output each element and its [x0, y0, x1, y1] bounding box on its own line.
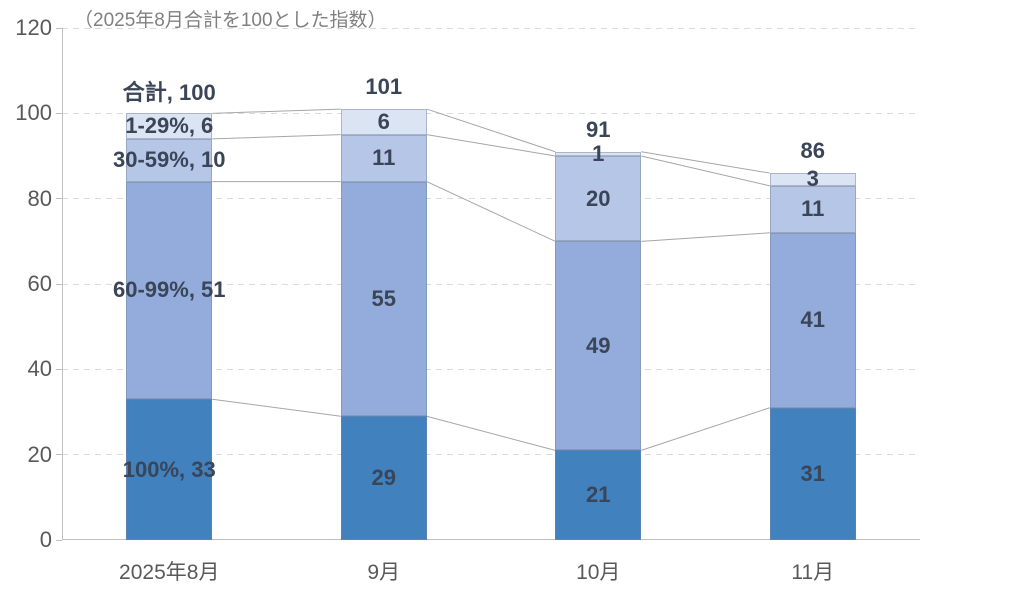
category-label: 11月 [791, 561, 835, 584]
total-label: 合計, 100 [122, 80, 216, 106]
total-label: 86 [800, 138, 825, 164]
y-tick-label: 80 [27, 185, 52, 211]
segment-label: 1 [592, 140, 605, 166]
y-axis-tick [56, 27, 62, 29]
segment-label: 31 [800, 460, 825, 486]
series-connector-lines [212, 108, 770, 451]
bar-segment-100% [126, 399, 213, 540]
bar-segment-60-99% [769, 232, 856, 408]
total-label: 91 [586, 116, 611, 142]
bar-segment-100% [555, 450, 642, 540]
bar-segment-30-59% [555, 156, 642, 242]
segment-label: 60-99%, 51 [112, 277, 226, 303]
segment-label: 6 [377, 108, 390, 134]
bar-segment-30-59% [126, 138, 213, 182]
y-axis-tick [56, 283, 62, 285]
bar-segment-60-99% [340, 181, 427, 417]
gridline [62, 283, 920, 285]
y-tick-label: 0 [39, 527, 52, 552]
gridline [62, 454, 920, 456]
connector-line [212, 134, 341, 140]
y-tick-label: 60 [27, 271, 52, 296]
total-label: 101 [365, 74, 403, 100]
segment-label: 30-59%, 10 [112, 147, 226, 173]
connector-line [641, 155, 770, 187]
connector-line [212, 108, 341, 114]
bar-segment-30-59% [769, 185, 856, 233]
bar-segment-60-99% [126, 181, 213, 400]
y-tick-label: 40 [27, 356, 52, 382]
y-axis-line [62, 28, 63, 540]
segment-label: 29 [371, 465, 396, 491]
segment-label: 11 [372, 145, 396, 171]
chart-title: （2025年8月合計を100とした指数） [74, 10, 387, 31]
connector-line [641, 407, 770, 451]
segment-label: 1-29%, 6 [125, 113, 214, 139]
connector-line [426, 415, 556, 451]
y-tick-label: 100 [15, 100, 52, 126]
segment-label: 20 [586, 185, 611, 211]
category-label: 2025年8月 [119, 561, 220, 584]
segment-label: 100%, 33 [122, 456, 216, 482]
y-axis-tick [56, 539, 62, 541]
bar-segment-100% [340, 416, 427, 540]
category-label: 9月 [367, 561, 401, 584]
category-label: 10月 [576, 561, 621, 584]
bar-segment-1-29% [555, 151, 642, 156]
segment-label: 55 [371, 285, 396, 311]
connector-line [641, 151, 770, 174]
y-tick-label: 20 [27, 441, 52, 467]
gridline [62, 27, 920, 29]
connector-line [426, 134, 556, 157]
gridline [62, 112, 920, 114]
bar-segment-1-29% [769, 173, 856, 186]
y-axis-tick [56, 198, 62, 200]
bar-segment-60-99% [555, 241, 642, 451]
segment-label: 21 [586, 482, 611, 508]
connector-line [426, 108, 556, 153]
segment-label: 11 [801, 196, 825, 222]
y-tick-label: 120 [15, 15, 52, 40]
bar-segment-1-29% [340, 109, 427, 135]
bar-segment-30-59% [340, 134, 427, 182]
segment-label: 49 [586, 332, 611, 358]
segment-label: 41 [800, 307, 825, 333]
plot-area: 100%, 33 60-99%, 51 30-59%, 10 1-29%, 6 合計, … [56, 27, 920, 541]
y-axis-tick [56, 112, 62, 114]
y-axis-tick [56, 368, 62, 370]
gridline [62, 198, 920, 200]
segment-label: 3 [806, 166, 819, 192]
x-axis-line [62, 539, 920, 540]
bar-segment-1-29% [126, 113, 213, 139]
gridline [62, 368, 920, 370]
connector-line [641, 232, 770, 242]
y-axis-tick [56, 454, 62, 456]
bar-segment-100% [769, 407, 856, 540]
connector-line [426, 181, 556, 242]
connector-line [212, 398, 341, 417]
